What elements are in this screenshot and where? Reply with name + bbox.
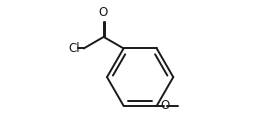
Text: Cl: Cl [69, 42, 80, 55]
Text: O: O [98, 6, 107, 19]
Text: O: O [161, 99, 170, 112]
